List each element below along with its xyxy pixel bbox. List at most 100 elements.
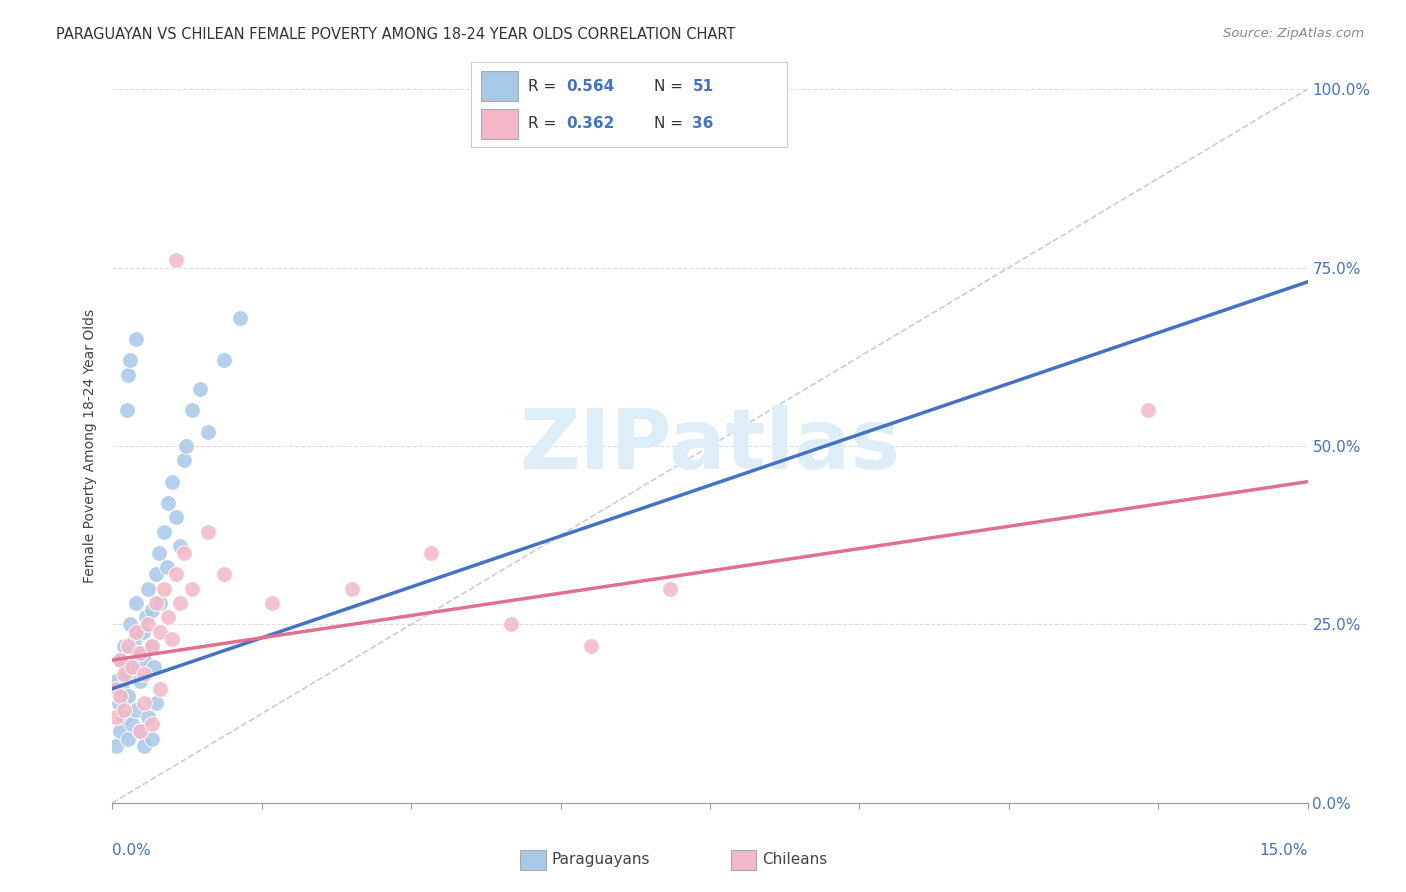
- Point: [162, 632, 183, 646]
- Point: [162, 475, 183, 489]
- Point: [105, 674, 128, 689]
- Point: [110, 653, 132, 667]
- Point: [134, 696, 156, 710]
- Point: [129, 724, 152, 739]
- Point: [134, 667, 156, 681]
- Point: [181, 403, 204, 417]
- Point: [149, 596, 172, 610]
- Point: [121, 660, 143, 674]
- Point: [169, 596, 191, 610]
- Point: [125, 332, 148, 346]
- Point: [579, 639, 602, 653]
- Point: [114, 710, 135, 724]
- Point: [110, 689, 132, 703]
- Point: [165, 567, 187, 582]
- Point: [157, 496, 180, 510]
- Point: [118, 353, 141, 368]
- Y-axis label: Female Poverty Among 18-24 Year Olds: Female Poverty Among 18-24 Year Olds: [83, 309, 97, 583]
- Point: [212, 567, 235, 582]
- Point: [149, 681, 172, 696]
- Point: [114, 703, 135, 717]
- Point: [173, 546, 195, 560]
- Point: [156, 560, 179, 574]
- Point: [114, 639, 135, 653]
- FancyBboxPatch shape: [481, 109, 519, 139]
- Point: [135, 610, 157, 624]
- Point: [129, 646, 152, 660]
- Point: [134, 739, 156, 753]
- Point: [153, 582, 176, 596]
- Text: 36: 36: [693, 116, 714, 131]
- Point: [114, 667, 135, 681]
- Point: [105, 681, 128, 696]
- Point: [117, 368, 139, 382]
- FancyBboxPatch shape: [481, 71, 519, 101]
- Text: N =: N =: [655, 116, 689, 131]
- Point: [105, 710, 128, 724]
- Point: [169, 539, 191, 553]
- Point: [142, 660, 165, 674]
- Text: Source: ZipAtlas.com: Source: ZipAtlas.com: [1223, 27, 1364, 40]
- Text: R =: R =: [529, 116, 561, 131]
- Point: [659, 582, 682, 596]
- Point: [138, 582, 160, 596]
- Point: [145, 696, 167, 710]
- Point: [115, 667, 138, 681]
- Point: [340, 582, 363, 596]
- Point: [499, 617, 522, 632]
- Point: [108, 696, 131, 710]
- Point: [118, 617, 141, 632]
- Point: [117, 731, 139, 746]
- Point: [111, 681, 134, 696]
- Point: [141, 731, 163, 746]
- Point: [117, 689, 139, 703]
- Point: [141, 717, 163, 731]
- Point: [141, 603, 163, 617]
- Point: [129, 674, 152, 689]
- Point: [138, 617, 160, 632]
- Point: [149, 624, 172, 639]
- Point: [127, 646, 149, 660]
- Point: [125, 624, 148, 639]
- Point: [173, 453, 195, 467]
- Point: [188, 382, 211, 396]
- Text: 51: 51: [693, 78, 714, 94]
- Point: [115, 403, 138, 417]
- Point: [125, 596, 148, 610]
- Point: [117, 639, 139, 653]
- Text: 0.362: 0.362: [567, 116, 614, 131]
- Point: [212, 353, 235, 368]
- Point: [134, 653, 156, 667]
- Text: 0.0%: 0.0%: [112, 843, 152, 858]
- Point: [129, 724, 152, 739]
- Point: [132, 624, 155, 639]
- Point: [165, 510, 187, 524]
- Text: ZIPatlas: ZIPatlas: [520, 406, 900, 486]
- Point: [229, 310, 252, 325]
- Point: [157, 610, 180, 624]
- Point: [145, 596, 167, 610]
- Point: [139, 639, 162, 653]
- Point: [110, 653, 132, 667]
- Point: [420, 546, 443, 560]
- Point: [181, 582, 204, 596]
- Text: PARAGUAYAN VS CHILEAN FEMALE POVERTY AMONG 18-24 YEAR OLDS CORRELATION CHART: PARAGUAYAN VS CHILEAN FEMALE POVERTY AMO…: [56, 27, 735, 42]
- Point: [121, 717, 143, 731]
- Point: [145, 567, 167, 582]
- Point: [138, 710, 160, 724]
- Point: [141, 639, 163, 653]
- Point: [165, 253, 187, 268]
- Text: 15.0%: 15.0%: [1260, 843, 1308, 858]
- Point: [121, 660, 143, 674]
- Point: [125, 703, 148, 717]
- Point: [197, 524, 219, 539]
- Point: [105, 739, 128, 753]
- Point: [260, 596, 283, 610]
- Text: Chileans: Chileans: [762, 853, 827, 867]
- Point: [1137, 403, 1160, 417]
- Point: [124, 632, 146, 646]
- Point: [153, 524, 176, 539]
- Point: [174, 439, 197, 453]
- Point: [110, 724, 132, 739]
- Point: [197, 425, 219, 439]
